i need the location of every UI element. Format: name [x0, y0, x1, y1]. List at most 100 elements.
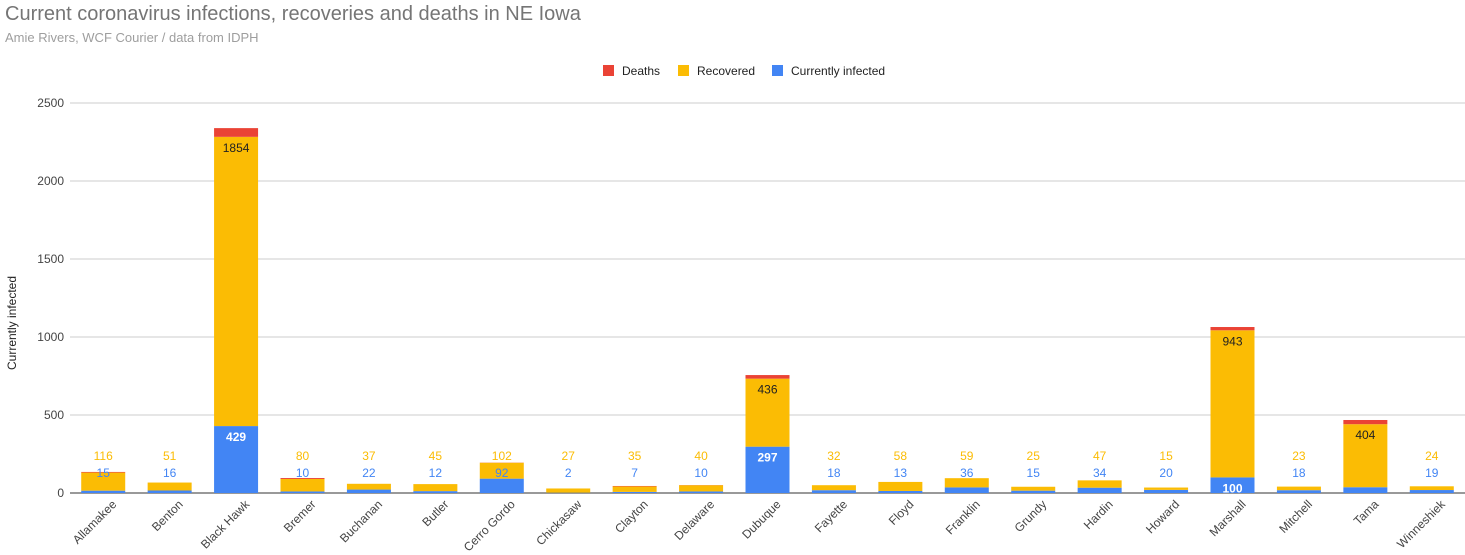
- y-tick-label: 1500: [37, 252, 64, 266]
- x-tick-label: Fayette: [812, 497, 850, 535]
- data-label-infected: 18: [1292, 466, 1306, 480]
- y-axis-label: Currently infected: [5, 276, 19, 370]
- bar-recovered: [81, 472, 126, 491]
- bar-infected: [346, 489, 391, 493]
- data-label-recovered: 102: [492, 449, 512, 463]
- data-label-infected: 18: [827, 466, 841, 480]
- bar-infected: [1011, 490, 1056, 493]
- data-label-infected: 92: [495, 466, 509, 480]
- bar-infected: [280, 491, 325, 493]
- bar-recovered: [479, 462, 524, 479]
- x-tick-label: Cerro Gordo: [461, 497, 518, 554]
- data-label-recovered: 40: [694, 449, 708, 463]
- x-tick-label: Black Hawk: [198, 497, 253, 552]
- legend-swatch-recovered: [678, 65, 689, 76]
- data-label-recovered: 25: [1027, 449, 1041, 463]
- data-label-recovered: 1854: [223, 141, 250, 155]
- bar-recovered: [944, 478, 989, 488]
- chart-subtitle: Amie Rivers, WCF Courier / data from IDP…: [5, 30, 259, 45]
- bar-recovered: [346, 483, 391, 490]
- bar-recovered: [811, 485, 856, 491]
- data-label-recovered: 37: [362, 449, 376, 463]
- bar-infected: [147, 490, 192, 493]
- data-label-recovered: 58: [894, 449, 908, 463]
- data-label-infected: 429: [226, 430, 246, 444]
- data-label-infected: 37: [1359, 491, 1373, 505]
- x-tick-label: Clayton: [612, 497, 651, 536]
- x-tick-label: Franklin: [943, 497, 983, 537]
- bar-recovered: [1077, 480, 1122, 488]
- bar-deaths: [1343, 419, 1388, 425]
- bar-deaths: [214, 128, 259, 137]
- data-label-infected: 2: [565, 466, 572, 480]
- bar-infected: [81, 490, 126, 493]
- bar-recovered: [745, 378, 790, 447]
- data-label-infected: 10: [296, 466, 310, 480]
- data-label-recovered: 45: [429, 449, 443, 463]
- bar-infected: [1144, 489, 1189, 493]
- data-label-recovered: 15: [1159, 449, 1173, 463]
- legend-label-recovered: Recovered: [697, 64, 755, 78]
- legend: Deaths Recovered Currently infected: [603, 64, 885, 78]
- bar-infected: [1343, 487, 1388, 493]
- legend-swatch-deaths: [603, 65, 614, 76]
- legend-swatch-infected: [772, 65, 783, 76]
- x-tick-label: Howard: [1143, 497, 1182, 536]
- x-axis-ticks: Allamakee Benton Black Hawk Bremer Buchanan B…: [70, 497, 1449, 555]
- x-tick-label: Dubuque: [739, 497, 784, 542]
- chart-title: Current coronavirus infections, recoveri…: [5, 3, 581, 25]
- data-label-recovered: 32: [827, 449, 841, 463]
- y-tick-label: 2000: [37, 174, 64, 188]
- bar-recovered: [612, 486, 657, 492]
- x-tick-label: Winneshiek: [1394, 497, 1448, 551]
- y-tick-label: 500: [44, 408, 64, 422]
- data-labels: 116 15 51 16 1854 429 80 10 37 22 45 12 102 92 27 2 35 7 4…: [94, 141, 1439, 505]
- bar-deaths: [81, 471, 126, 473]
- data-label-infected: 15: [1027, 466, 1041, 480]
- data-label-infected: 7: [631, 466, 638, 480]
- data-label-recovered: 24: [1425, 449, 1439, 463]
- y-tick-label: 2500: [37, 96, 64, 110]
- data-label-infected: 100: [1222, 481, 1242, 495]
- bar-infected: [1077, 487, 1122, 493]
- data-label-recovered: 59: [960, 449, 974, 463]
- bar-recovered: [1011, 486, 1056, 491]
- x-tick-label: Benton: [149, 497, 186, 534]
- x-tick-label: Butler: [419, 497, 451, 529]
- data-label-recovered: 404: [1355, 428, 1375, 442]
- bar-deaths: [280, 478, 325, 479]
- bar-deaths: [1210, 327, 1255, 331]
- bar-recovered: [1276, 486, 1321, 491]
- bar-recovered: [546, 488, 591, 493]
- bar-recovered: [280, 478, 325, 492]
- data-label-infected: 13: [894, 466, 908, 480]
- y-tick-label: 0: [57, 486, 64, 500]
- data-label-infected: 16: [163, 466, 177, 480]
- x-tick-label: Hardin: [1081, 497, 1116, 532]
- x-tick-label: Chickasaw: [533, 497, 584, 548]
- bar-recovered: [878, 481, 923, 491]
- bar-recovered: [214, 136, 259, 427]
- data-label-recovered: 27: [562, 449, 576, 463]
- bar-infected: [214, 426, 259, 493]
- x-tick-label: Allamakee: [70, 497, 120, 547]
- x-tick-label: Delaware: [671, 497, 717, 543]
- x-tick-label: Buchanan: [337, 497, 385, 545]
- bar-recovered: [1409, 486, 1454, 491]
- x-tick-label: Grundy: [1012, 497, 1050, 535]
- y-tick-label: 1000: [37, 330, 64, 344]
- x-tick-label: Floyd: [886, 497, 917, 528]
- bar-infected: [944, 487, 989, 493]
- bar-recovered: [1144, 487, 1189, 490]
- data-label-recovered: 35: [628, 449, 642, 463]
- bar-infected: [479, 478, 524, 493]
- bar-infected: [679, 491, 724, 493]
- data-label-infected: 22: [362, 466, 376, 480]
- bar-recovered: [1210, 330, 1255, 478]
- x-tick-label: Marshall: [1207, 497, 1249, 539]
- data-label-infected: 19: [1425, 466, 1439, 480]
- data-label-recovered: 80: [296, 449, 310, 463]
- bar-recovered: [679, 485, 724, 492]
- bar-deaths: [745, 375, 790, 379]
